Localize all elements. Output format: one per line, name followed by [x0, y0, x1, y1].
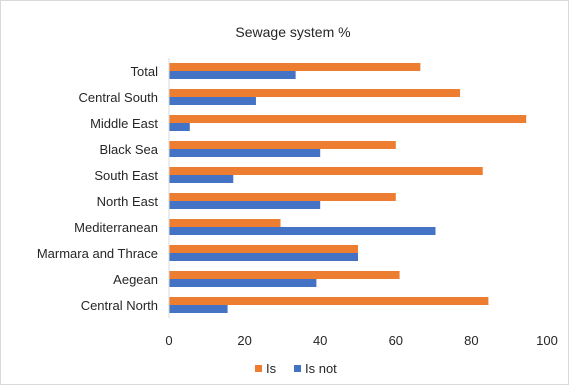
category-label-south-east: South East [94, 168, 158, 183]
bar-is-not-south-east [169, 175, 234, 183]
legend-swatch-is-not [294, 365, 301, 372]
bar-is-middle-east [169, 115, 527, 123]
x-tick-labels: 0 20 40 60 80 100 [165, 333, 557, 348]
bars-group [169, 63, 527, 313]
chart-title: Sewage system % [235, 24, 350, 40]
bar-is-north-east [169, 193, 396, 201]
bar-is-central-north [169, 297, 489, 305]
bar-is-not-central-north [169, 305, 228, 313]
category-label-mediterranean: Mediterranean [74, 220, 158, 235]
bar-is-not-black-sea [169, 149, 321, 157]
bar-is-not-central-south [169, 97, 256, 105]
x-tick-label: 100 [536, 333, 558, 348]
legend-label-is-not: Is not [305, 361, 337, 376]
legend: Is Is not [255, 361, 337, 376]
bar-is-mediterranean [169, 219, 281, 227]
legend-swatch-is [255, 365, 262, 372]
category-label-aegean: Aegean [113, 272, 158, 287]
bar-is-not-aegean [169, 279, 317, 287]
legend-label-is: Is [266, 361, 277, 376]
x-tick-label: 60 [389, 333, 403, 348]
category-label-central-north: Central North [81, 298, 158, 313]
category-labels: Central North Aegean Marmara and Thrace Med… [37, 64, 159, 313]
bar-is-black-sea [169, 141, 396, 149]
x-tick-label: 40 [313, 333, 327, 348]
category-label-middle-east: Middle East [90, 116, 158, 131]
bar-is-south-east [169, 167, 483, 175]
x-tick-label: 80 [464, 333, 478, 348]
bar-is-marmara-and-thrace [169, 245, 358, 253]
category-label-total: Total [131, 64, 159, 79]
bar-is-not-marmara-and-thrace [169, 253, 358, 261]
bar-is-total [169, 63, 421, 71]
bar-is-central-south [169, 89, 461, 97]
x-tick-label: 20 [237, 333, 251, 348]
category-label-north-east: North East [97, 194, 159, 209]
category-label-marmara-and-thrace: Marmara and Thrace [37, 246, 158, 261]
category-label-black-sea: Black Sea [99, 142, 158, 157]
x-tick-label: 0 [165, 333, 172, 348]
bar-is-not-total [169, 71, 296, 79]
bar-is-not-north-east [169, 201, 321, 209]
bar-is-aegean [169, 271, 400, 279]
bar-is-not-mediterranean [169, 227, 436, 235]
bar-is-not-middle-east [169, 123, 190, 131]
category-label-central-south: Central South [79, 90, 159, 105]
